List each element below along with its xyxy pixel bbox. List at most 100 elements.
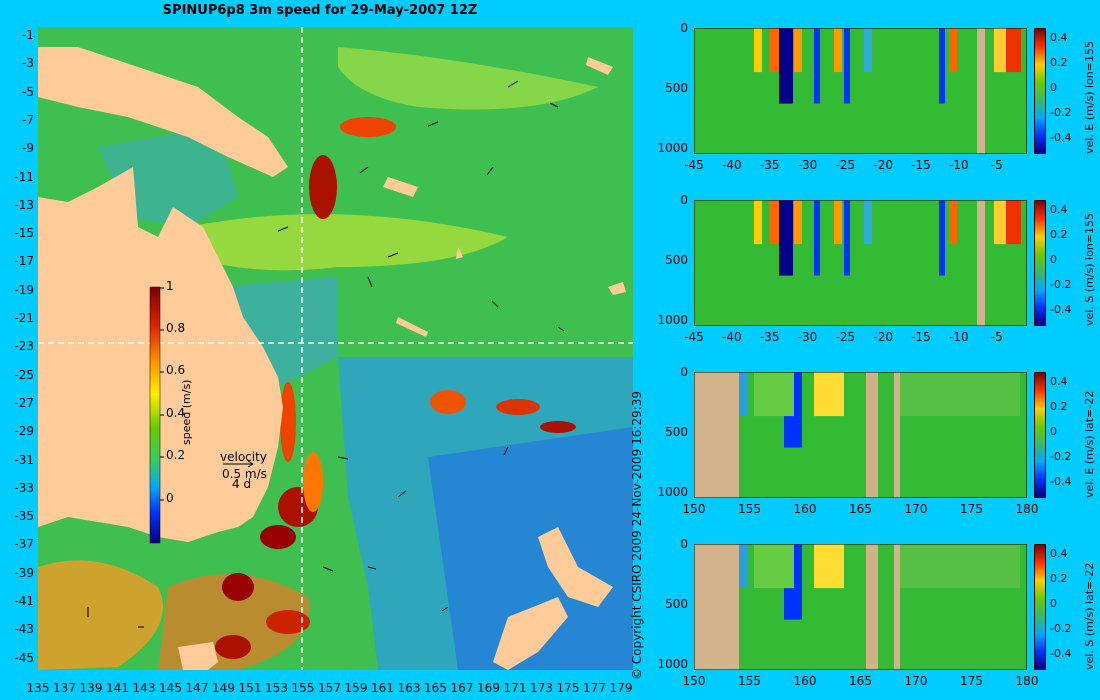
- velocity-arrows: [87, 80, 565, 628]
- cbar-tick-label: 0.4: [166, 406, 186, 420]
- lat-tick-label: -43: [14, 622, 34, 637]
- section-x-tick: 155: [738, 674, 761, 688]
- lon-tick-label: 161: [371, 681, 394, 695]
- speed-colorbar: [149, 286, 161, 544]
- section-cbar-tick: 0: [1050, 81, 1057, 94]
- section-colorbar: [1034, 544, 1046, 670]
- section-y-tick: 1000: [657, 657, 688, 671]
- lon-tick-label: 141: [106, 681, 129, 695]
- lat-tick-label: -37: [14, 537, 34, 552]
- section-y-tick: 500: [665, 81, 688, 95]
- lon-tick-label: 153: [265, 681, 288, 695]
- section-plot[interactable]: [694, 544, 1027, 670]
- section-x-tick: -40: [722, 330, 742, 344]
- speed-map[interactable]: [38, 27, 633, 670]
- velocity-key-duration: 4 d: [232, 477, 252, 491]
- section-y-tick: 1000: [657, 485, 688, 499]
- lat-tick-label: -5: [22, 84, 34, 99]
- lat-tick-label: -25: [14, 367, 34, 382]
- lat-tick-label: -29: [14, 424, 34, 439]
- section-cbar-tick: -0.4: [1050, 303, 1072, 316]
- lon-tick-label: 177: [583, 681, 606, 695]
- australia: [38, 167, 283, 542]
- section-cbar-tick: 0.2: [1050, 56, 1068, 69]
- section-cbar-tick: 0.4: [1050, 547, 1068, 560]
- section-plot[interactable]: [694, 372, 1027, 498]
- section-y-tick: 500: [665, 253, 688, 267]
- section-cbar-tick: 0: [1050, 597, 1057, 610]
- lon-tick-label: 163: [397, 681, 421, 695]
- lat-tick-label: -13: [14, 197, 34, 212]
- tasmania: [178, 642, 218, 670]
- section-x-tick: -15: [911, 330, 931, 344]
- section-x-tick: -5: [990, 158, 1003, 172]
- section-cbar-tick: -0.4: [1050, 647, 1072, 660]
- section-x-tick: -35: [759, 330, 780, 344]
- section-x-tick: -35: [759, 158, 780, 172]
- lat-tick-label: -35: [14, 509, 34, 524]
- section-x-tick: -15: [911, 158, 931, 172]
- section-x-tick: 155: [738, 502, 761, 516]
- lat-tick-label: -45: [14, 650, 34, 665]
- section-x-tick: 170: [904, 502, 928, 516]
- section-x-tick: -10: [949, 330, 969, 344]
- lat-tick-label: -27: [14, 395, 34, 410]
- section-colorbar: [1034, 28, 1046, 154]
- section-cbar-tick: -0.2: [1050, 622, 1072, 635]
- section-plot[interactable]: [694, 200, 1027, 326]
- section-y-tick: 500: [665, 597, 688, 611]
- lon-tick-label: 137: [53, 681, 76, 695]
- section-x-tick: -40: [722, 158, 742, 172]
- cbar-tick-label: 0.6: [166, 363, 186, 377]
- section-x-tick: -45: [684, 330, 704, 344]
- cbar-tick-label: 0: [166, 491, 174, 505]
- lon-tick-label: 167: [450, 681, 474, 695]
- lon-tick-label: 169: [477, 681, 500, 695]
- new-guinea: [38, 47, 288, 177]
- section-x-tick: 175: [960, 674, 983, 688]
- lon-tick-label: 157: [318, 681, 341, 695]
- cbar-tick-label: 1: [166, 279, 174, 293]
- section-cbar-tick: 0: [1050, 253, 1057, 266]
- section-cbar-tick: 0.2: [1050, 572, 1068, 585]
- section-cbar-tick: 0.4: [1050, 31, 1068, 44]
- section-x-tick: 165: [849, 674, 872, 688]
- section-x-tick: 180: [1015, 674, 1039, 688]
- section-cbar-tick: -0.2: [1050, 106, 1072, 119]
- section-cbar-tick: -0.2: [1050, 450, 1072, 463]
- lon-tick-label: 149: [212, 681, 235, 695]
- section-cbar-tick: 0: [1050, 425, 1057, 438]
- section-colorbar: [1034, 200, 1046, 326]
- section-y-tick: 500: [665, 425, 688, 439]
- lat-tick-label: -17: [14, 254, 34, 269]
- section-x-tick: -20: [873, 158, 893, 172]
- lon-tick-label: 165: [424, 681, 447, 695]
- section-x-tick: -25: [835, 158, 856, 172]
- section-cbar-tick: -0.4: [1050, 475, 1072, 488]
- section-y-tick: 0: [680, 365, 688, 379]
- cbar-tick-label: 0.8: [166, 321, 186, 335]
- section-x-tick: -45: [684, 158, 704, 172]
- section-cbar-tick: 0.4: [1050, 203, 1068, 216]
- lat-tick-label: -3: [22, 56, 34, 71]
- section-x-tick: -30: [797, 330, 818, 344]
- lon-tick-label: 145: [159, 681, 182, 695]
- lon-tick-label: 147: [185, 681, 209, 695]
- new-zealand-south: [493, 597, 568, 670]
- section-colorbar-label: vel. S (m/s) lat=-22: [1083, 562, 1096, 670]
- lat-tick-label: -33: [14, 480, 34, 495]
- section-x-tick: -20: [873, 330, 893, 344]
- section-x-tick: 160: [793, 502, 817, 516]
- section-plot[interactable]: [694, 28, 1027, 154]
- eddy-1: [309, 155, 337, 219]
- section-y-tick: 0: [680, 193, 688, 207]
- lon-tick-label: 151: [238, 681, 262, 695]
- section-x-tick: -25: [835, 330, 856, 344]
- lon-tick-label: 175: [556, 681, 580, 695]
- lat-tick-label: -41: [14, 594, 34, 608]
- lat-tick-label: -31: [14, 452, 34, 467]
- lat-tick-label: -9: [22, 141, 34, 156]
- lat-tick-label: -1: [22, 28, 34, 42]
- section-colorbar: [1034, 372, 1046, 498]
- section-y-tick: 1000: [657, 313, 688, 327]
